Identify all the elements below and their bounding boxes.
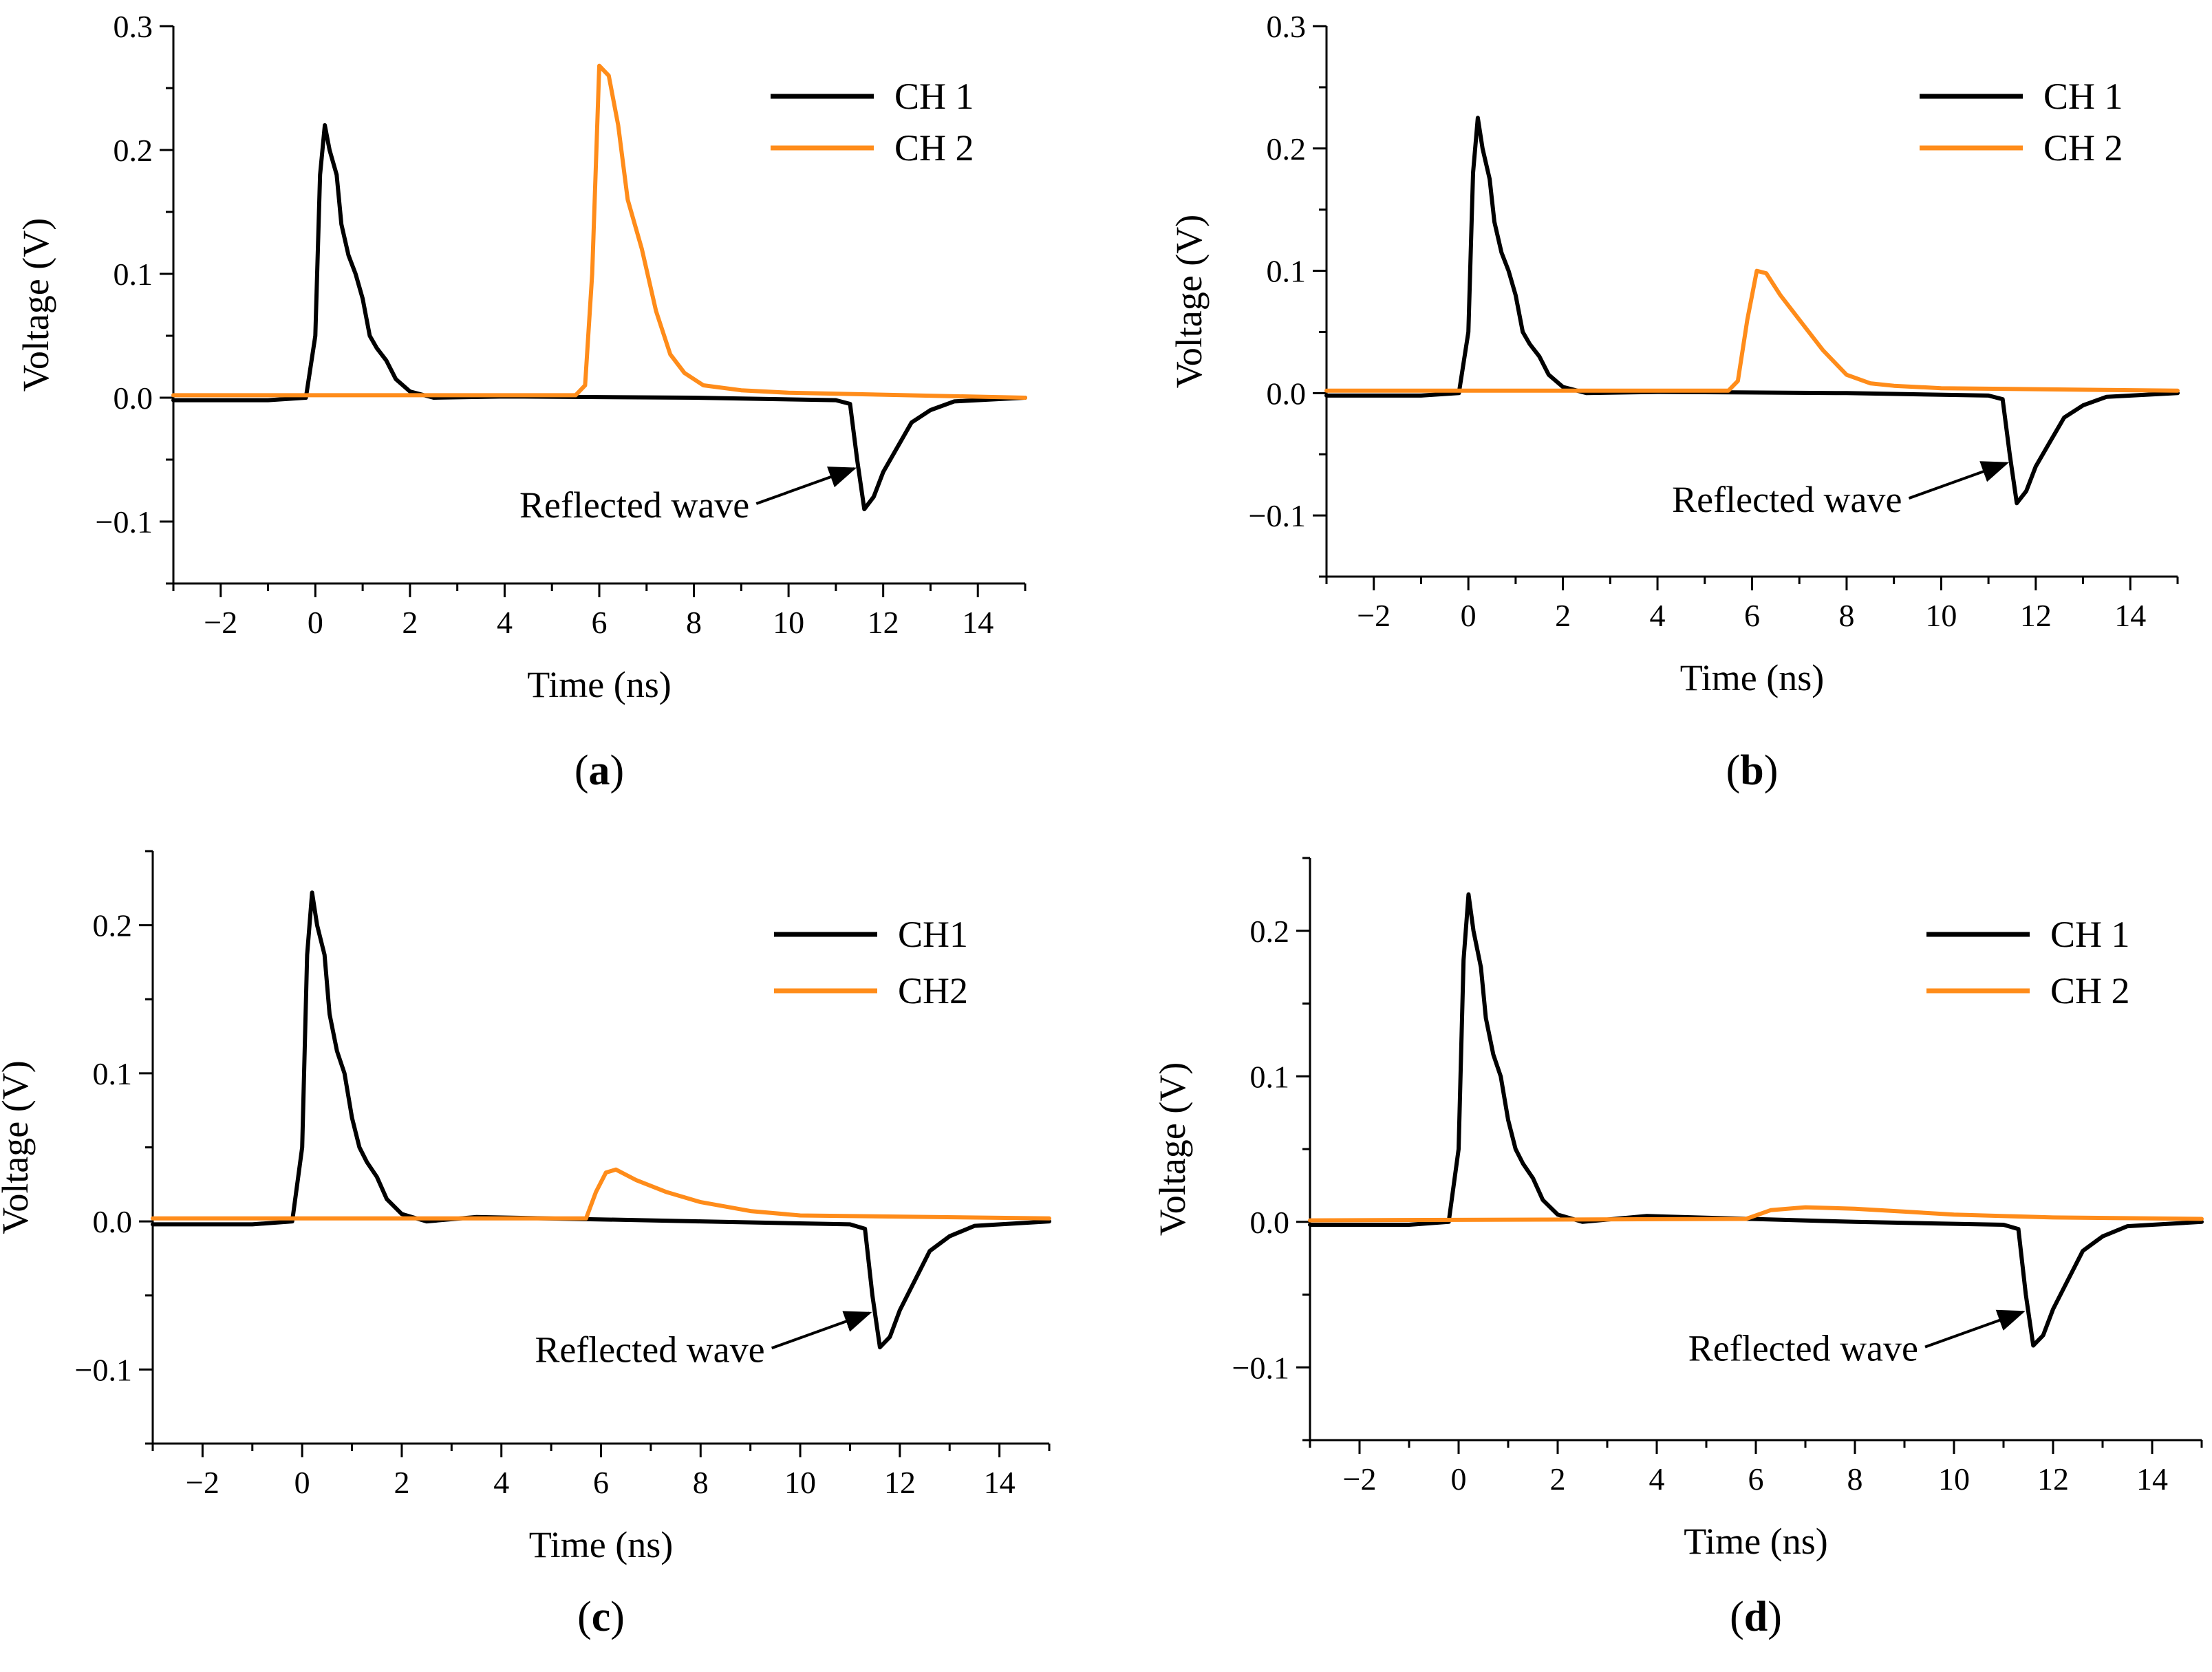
legend-label: CH 2 — [2043, 127, 2123, 169]
panel-label: (a) — [575, 747, 624, 794]
legend-label: CH 1 — [894, 76, 974, 117]
x-axis-title: Time (ns) — [529, 1524, 674, 1565]
y-tick-label: 0.1 — [1250, 1059, 1290, 1094]
panel-label: (b) — [1726, 747, 1779, 794]
x-axis-title: Time (ns) — [1680, 657, 1825, 698]
y-tick-label: −0.1 — [1249, 498, 1306, 533]
chart-panel-d: −2 0 2 4 6 8 10 12 14 −0.1 0.0 0.1 0.2 Time (ns) Volta… — [1152, 857, 2204, 1640]
series-line-ch2 — [151, 1167, 1051, 1221]
x-tick-label: −2 — [186, 1465, 219, 1500]
y-axis-title: Voltage (V) — [1152, 1062, 1193, 1236]
x-tick-label: 14 — [962, 605, 994, 640]
annotation-label: Reflected wave — [519, 484, 749, 526]
y-tick-label: 0.0 — [1250, 1205, 1290, 1240]
legend-label: CH2 — [898, 970, 968, 1011]
legend-label: CH 1 — [2050, 914, 2130, 955]
x-tick-label: 2 — [402, 605, 418, 640]
x-tick-label: 12 — [2020, 598, 2052, 633]
x-tick-label: 0 — [1451, 1461, 1467, 1497]
annotation-label: Reflected wave — [535, 1329, 764, 1370]
chart-panel-b: −2 0 2 4 6 8 10 12 14 −0.1 0.0 0.1 0.2 0.3 Time (ns) Vo… — [1168, 9, 2180, 794]
x-axis-title: Time (ns) — [527, 664, 672, 705]
x-tick-label: 10 — [773, 605, 804, 640]
y-tick-label: 0.2 — [1250, 914, 1290, 949]
x-tick-label: 0 — [294, 1465, 310, 1500]
x-tick-label: 14 — [984, 1465, 1016, 1500]
series-line-ch1 — [171, 123, 1027, 511]
y-tick-label: 0.2 — [1267, 131, 1307, 167]
x-tick-label: 6 — [593, 1465, 609, 1500]
legend-label: CH 2 — [894, 127, 974, 169]
y-tick-label: 0.3 — [1267, 9, 1307, 44]
annotation-arrow — [1908, 461, 2010, 500]
y-tick-label: 0.2 — [114, 133, 153, 168]
x-tick-label: 2 — [1555, 598, 1571, 633]
x-tick-label: 6 — [592, 605, 608, 640]
panel-label: (d) — [1730, 1594, 1782, 1640]
annotation-label: Reflected wave — [1672, 479, 1902, 520]
chart-panel-c: −2 0 2 4 6 8 10 12 14 −0.1 0.0 0.1 0.2 Time (ns) Volta… — [0, 850, 1051, 1640]
x-tick-label: 0 — [308, 605, 323, 640]
x-tick-label: 12 — [868, 605, 899, 640]
y-axis-title: Voltage (V) — [15, 218, 56, 392]
annotation-arrow — [1924, 1309, 2026, 1349]
annotation-label: Reflected wave — [1688, 1328, 1918, 1369]
x-tick-label: 6 — [1744, 598, 1760, 633]
x-tick-label: −2 — [204, 605, 237, 640]
series-line-ch1 — [151, 890, 1051, 1350]
x-tick-label: 14 — [2136, 1461, 2168, 1497]
x-tick-label: 4 — [1649, 1461, 1665, 1497]
x-tick-label: −2 — [1343, 1461, 1377, 1497]
y-tick-label: 0.2 — [93, 908, 133, 943]
x-tick-label: 8 — [1847, 1461, 1863, 1497]
y-tick-label: 0.1 — [1267, 254, 1307, 289]
series-line-ch2 — [1324, 268, 2180, 393]
y-tick-label: 0.1 — [114, 257, 153, 292]
legend-label: CH1 — [898, 914, 968, 955]
y-tick-label: −0.1 — [96, 504, 153, 539]
y-tick-label: 0.0 — [93, 1204, 133, 1239]
y-tick-label: 0.0 — [114, 381, 153, 416]
series-line-ch1 — [1308, 892, 2204, 1348]
y-tick-label: 0.0 — [1267, 376, 1307, 411]
y-tick-label: −0.1 — [75, 1352, 132, 1387]
x-axis-title: Time (ns) — [1684, 1521, 1828, 1562]
x-tick-label: 10 — [1925, 598, 1957, 633]
y-axis-title: Voltage (V) — [1168, 215, 1210, 388]
annotation-arrow — [755, 467, 857, 505]
x-tick-label: 0 — [1461, 598, 1477, 633]
y-tick-label: −0.1 — [1232, 1350, 1289, 1385]
y-tick-label: 0.1 — [93, 1056, 133, 1091]
x-tick-label: −2 — [1357, 598, 1390, 633]
x-tick-label: 12 — [884, 1465, 916, 1500]
x-tick-label: 8 — [1838, 598, 1854, 633]
annotation-arrow — [771, 1311, 872, 1350]
x-tick-label: 10 — [784, 1465, 816, 1500]
y-tick-label: 0.3 — [114, 9, 153, 44]
chart-panel-a: −2 0 2 4 6 8 10 12 14 −0.1 0.0 0.1 0.2 0.3 Time (ns) Vo… — [15, 9, 1027, 794]
x-tick-label: 14 — [2114, 598, 2146, 633]
series-line-ch2 — [171, 63, 1027, 400]
x-tick-label: 10 — [1938, 1461, 1970, 1497]
x-tick-label: 2 — [394, 1465, 409, 1500]
legend-label: CH 1 — [2043, 76, 2123, 117]
series-line-ch1 — [1324, 116, 2180, 506]
x-tick-label: 8 — [693, 1465, 709, 1500]
x-tick-label: 6 — [1748, 1461, 1764, 1497]
y-axis-title: Voltage (V) — [0, 1060, 36, 1234]
x-tick-label: 2 — [1550, 1461, 1566, 1497]
x-tick-label: 4 — [1650, 598, 1666, 633]
x-tick-label: 8 — [686, 605, 702, 640]
x-tick-label: 4 — [497, 605, 513, 640]
x-tick-label: 12 — [2037, 1461, 2069, 1497]
series-line-ch2 — [1308, 1205, 2204, 1223]
legend-label: CH 2 — [2050, 970, 2130, 1011]
x-tick-label: 4 — [493, 1465, 509, 1500]
panel-label: (c) — [577, 1594, 625, 1640]
